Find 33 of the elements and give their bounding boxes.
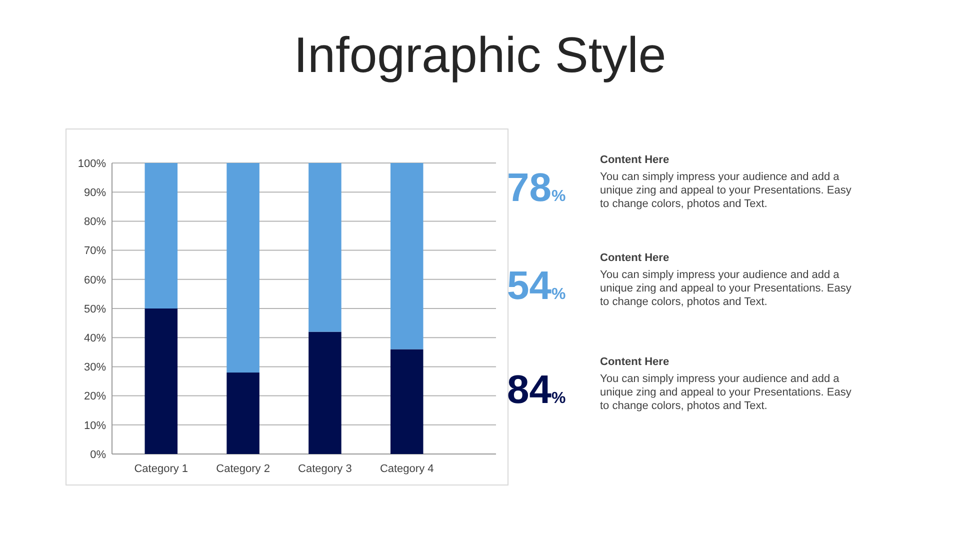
- text: 78%: [507, 166, 566, 210]
- bar: [308, 163, 342, 332]
- text: 84%: [507, 368, 566, 412]
- text: Content Here: [600, 356, 670, 368]
- y-tick-label: 50%: [84, 303, 106, 316]
- x-tick-label: Category 4: [380, 463, 434, 475]
- y-tick-label: 100%: [78, 158, 106, 170]
- y-tick-label: 0%: [90, 448, 106, 461]
- y-tick-label: 10%: [84, 420, 106, 432]
- text: Content Here: [600, 252, 670, 264]
- text: You can simply impress your audience and add a unique zing and appeal to your Presentations. Easy to change colors, photos and Text.: [600, 269, 852, 308]
- text: 54%: [507, 264, 566, 308]
- y-tick-label: 30%: [84, 362, 106, 374]
- y-tick-label: 40%: [84, 332, 106, 344]
- text: You can simply impress your audience and add a unique zing and appeal to your Presentations. Easy to change colors, photos and Text.: [600, 373, 852, 412]
- x-tick-label: Category 3: [298, 463, 352, 475]
- y-tick-label: 60%: [84, 274, 106, 286]
- text: You can simply impress your audience and add a unique zing and appeal to your Presentations. Easy to change colors, photos and Text.: [600, 171, 852, 210]
- y-tick-label: 20%: [84, 390, 106, 403]
- bar: [390, 349, 424, 454]
- bar: [144, 163, 178, 308]
- x-tick-label: Category 2: [216, 463, 270, 475]
- x-tick-label: Category 1: [134, 463, 188, 475]
- chart-title: Infographic Style: [294, 27, 666, 83]
- bar: [226, 372, 260, 454]
- bar: [144, 308, 178, 454]
- y-tick-label: 90%: [84, 186, 106, 199]
- bar: [308, 332, 342, 454]
- y-tick-label: 80%: [84, 216, 106, 228]
- text: Content Here: [600, 154, 670, 166]
- y-tick-label: 70%: [84, 245, 106, 258]
- bar: [390, 163, 424, 350]
- bar: [226, 163, 260, 373]
